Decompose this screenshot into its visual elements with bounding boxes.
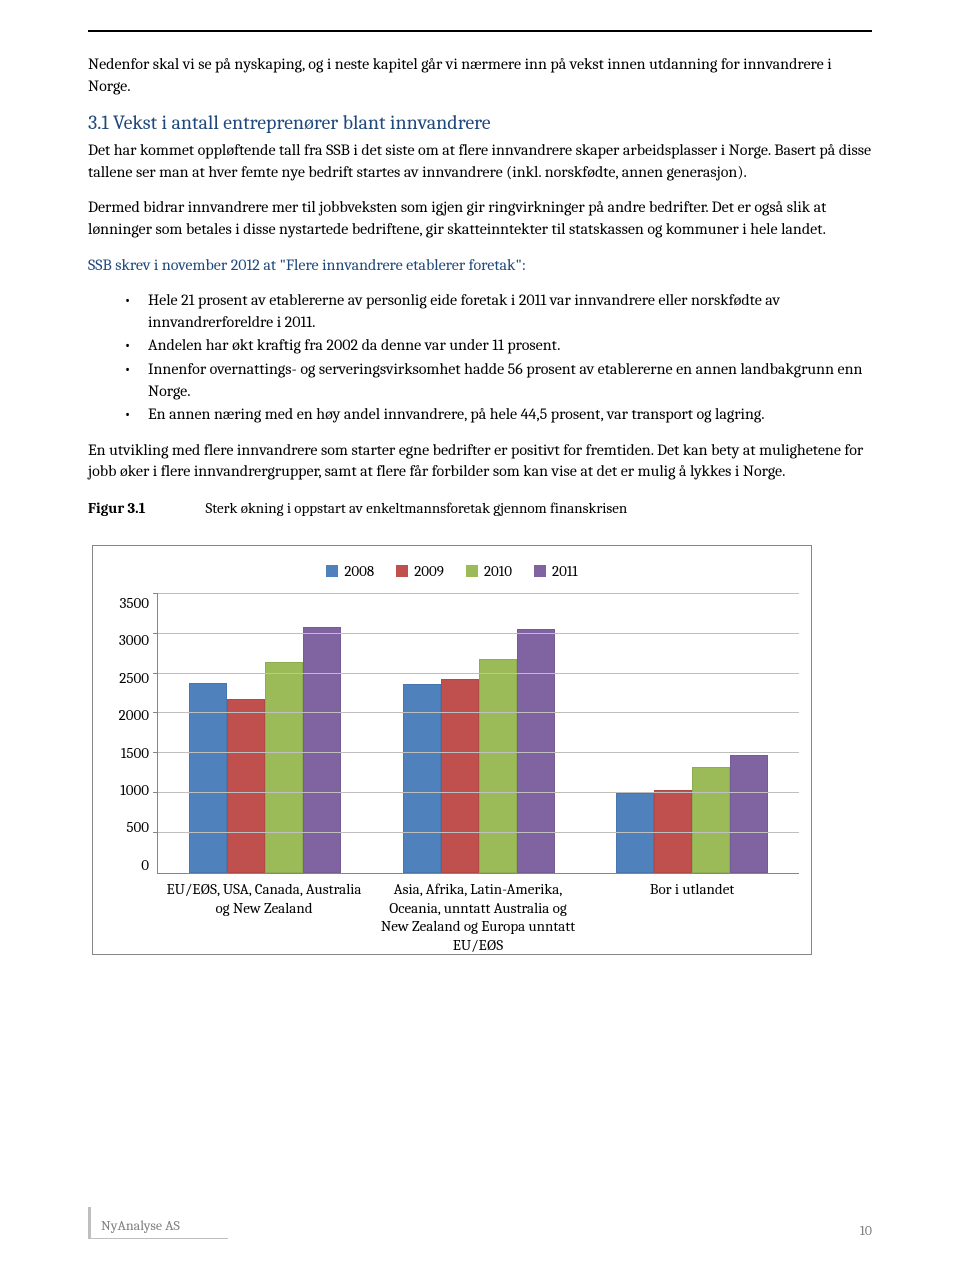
legend-item: 2009	[396, 562, 444, 580]
page-footer: NyAnalyse AS 10	[88, 1207, 872, 1239]
y-axis: 3500 3000 2500 2000 1500 1000 500 0	[105, 594, 157, 874]
bar-groups	[158, 594, 799, 873]
tick-mark	[153, 633, 158, 634]
chart-legend: 2008 2009 2010 2011	[105, 562, 799, 580]
legend-swatch	[534, 565, 546, 577]
bar	[441, 679, 479, 873]
legend-swatch	[396, 565, 408, 577]
tick-mark	[153, 792, 158, 793]
paragraph-3: Dermed bidrar innvandrere mer til jobbve…	[88, 197, 872, 240]
bar	[227, 699, 265, 873]
y-tick: 1500	[121, 744, 149, 762]
bullet-item: Andelen har økt kraftig fra 2002 da denn…	[128, 335, 872, 357]
bullet-item: Hele 21 prosent av etablererne av person…	[128, 290, 872, 333]
bullet-list: Hele 21 prosent av etablererne av person…	[88, 290, 872, 426]
top-rule	[88, 30, 872, 32]
tick-mark	[153, 712, 158, 713]
legend-item: 2010	[466, 562, 512, 580]
legend-label: 2008	[344, 562, 374, 580]
x-label: Asia, Afrika, Latin-Amerika, Oceania, un…	[371, 874, 585, 955]
legend-item: 2011	[534, 562, 578, 580]
bar	[479, 659, 517, 873]
y-tick: 500	[126, 818, 149, 836]
gridline	[158, 792, 799, 793]
gridline	[158, 673, 799, 674]
tick-mark	[153, 673, 158, 674]
legend-item: 2008	[326, 562, 374, 580]
intro-paragraph: Nedenfor skal vi se på nyskaping, og i n…	[88, 54, 872, 97]
paragraph-2: Det har kommet oppløftende tall fra SSB …	[88, 140, 872, 183]
bullet-item: En annen næring med en høy andel innvand…	[128, 404, 872, 426]
y-tick: 2000	[119, 706, 149, 724]
y-tick: 3500	[119, 594, 149, 612]
section-heading-3-1: 3.1 Vekst i antall entreprenører blant i…	[88, 111, 872, 134]
legend-label: 2009	[414, 562, 444, 580]
figure-label: Figur 3.1	[88, 499, 145, 517]
gridline	[158, 593, 799, 594]
bar	[517, 629, 555, 873]
gridline	[158, 712, 799, 713]
figure-caption-row: Figur 3.1 Sterk økning i oppstart av enk…	[88, 499, 872, 517]
bar	[730, 755, 768, 873]
y-tick: 0	[141, 856, 149, 874]
tick-mark	[153, 832, 158, 833]
gridline	[158, 752, 799, 753]
y-tick: 1000	[120, 781, 149, 799]
bar-group	[585, 594, 799, 873]
x-label: Bor i utlandet	[585, 874, 799, 955]
legend-label: 2010	[484, 562, 512, 580]
gridline	[158, 633, 799, 634]
bar	[265, 662, 303, 873]
footer-page-number: 10	[860, 1222, 872, 1239]
bar-chart: 2008 2009 2010 2011 3500 3000 2500 2000 …	[92, 545, 812, 955]
tick-mark	[153, 593, 158, 594]
tick-mark	[153, 752, 158, 753]
y-tick: 3000	[119, 631, 149, 649]
figure-caption: Sterk økning i oppstart av enkeltmannsfo…	[205, 499, 627, 517]
legend-swatch	[326, 565, 338, 577]
plot-area: 3500 3000 2500 2000 1500 1000 500 0	[105, 594, 799, 874]
paragraph-5: En utvikling med flere innvandrere som s…	[88, 440, 872, 483]
ssb-link-line: SSB skrev i november 2012 at "Flere innv…	[88, 255, 872, 277]
bar	[303, 627, 341, 873]
bullet-item: Innenfor overnattings- og serveringsvirk…	[128, 359, 872, 402]
x-axis-labels: EU/EØS, USA, Canada, Australia og New Ze…	[157, 874, 799, 955]
legend-label: 2011	[552, 562, 578, 580]
plot	[157, 594, 799, 874]
footer-org: NyAnalyse AS	[88, 1207, 228, 1239]
bar-group	[158, 594, 372, 873]
y-tick: 2500	[119, 669, 149, 687]
x-label: EU/EØS, USA, Canada, Australia og New Ze…	[157, 874, 371, 955]
gridline	[158, 832, 799, 833]
legend-swatch	[466, 565, 478, 577]
bar-group	[372, 594, 586, 873]
bar	[692, 767, 730, 873]
